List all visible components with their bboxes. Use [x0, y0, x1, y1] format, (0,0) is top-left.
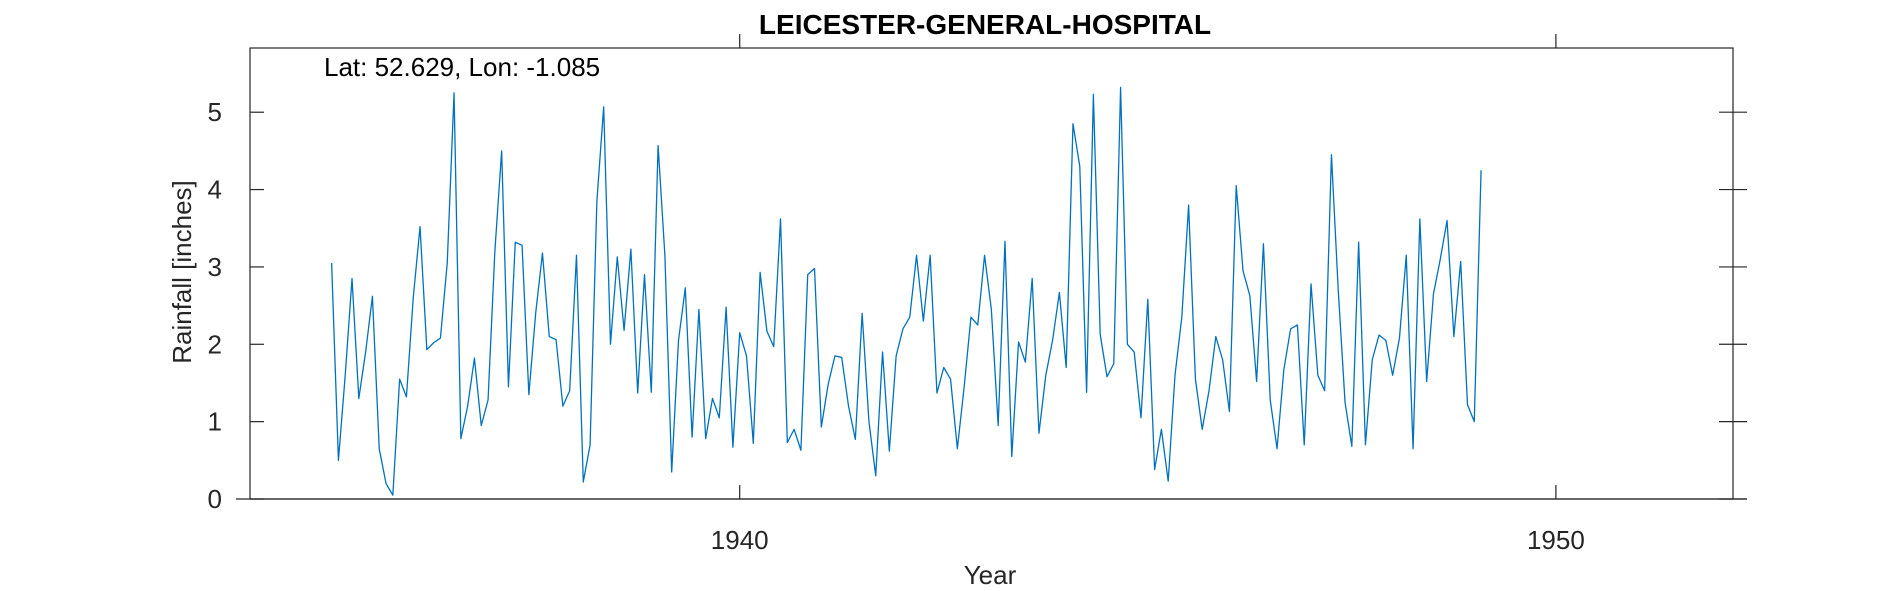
y-tick-label: 0: [208, 484, 222, 514]
y-tick-label: 5: [208, 97, 222, 127]
y-tick-label: 1: [208, 407, 222, 437]
tick-labels: 0 1 2 3 4 5 1940 1950: [208, 97, 1585, 555]
x-tick-label: 1940: [711, 525, 769, 555]
location-annotation: Lat: 52.629, Lon: -1.085: [324, 52, 600, 82]
x-axis-label: Year: [964, 560, 1017, 590]
y-tick-label: 2: [208, 329, 222, 359]
rainfall-series-line: [330, 86, 1482, 496]
series-layer: [330, 86, 1482, 496]
plot-area: [236, 47, 1747, 500]
y-tick-label: 3: [208, 252, 222, 282]
y-axis-label: Rainfall [inches]: [167, 180, 197, 364]
plot-frame: [249, 47, 1734, 500]
axis-ticks: [250, 34, 1747, 500]
x-tick-label: 1950: [1527, 525, 1585, 555]
y-tick-label: 4: [208, 175, 222, 205]
chart-title: LEICESTER-GENERAL-HOSPITAL: [759, 9, 1211, 40]
